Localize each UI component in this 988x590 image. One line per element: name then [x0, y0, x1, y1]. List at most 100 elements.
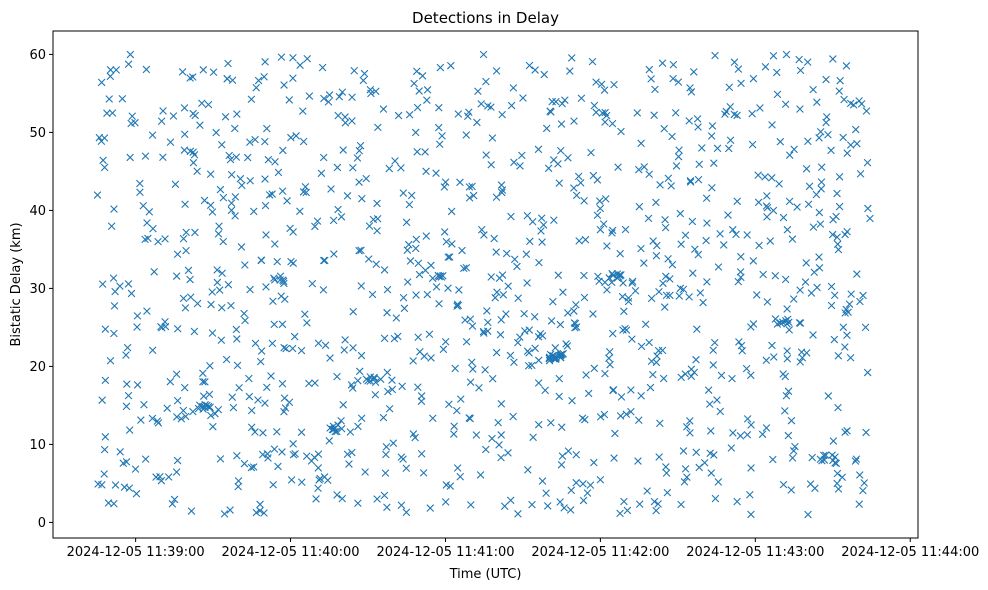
- data-point: [504, 282, 512, 290]
- data-point: [599, 220, 608, 228]
- data-point: [280, 343, 288, 352]
- data-point: [417, 450, 426, 458]
- y-tick-label: 60: [29, 48, 46, 63]
- data-point: [278, 187, 287, 195]
- data-point: [652, 251, 661, 260]
- data-point: [588, 57, 597, 66]
- data-point: [671, 109, 680, 117]
- data-point: [603, 286, 611, 294]
- data-point: [733, 197, 742, 206]
- data-point: [747, 421, 755, 429]
- data-point: [785, 197, 794, 206]
- data-point: [256, 500, 264, 509]
- data-point: [833, 189, 841, 198]
- data-point: [785, 326, 794, 334]
- data-point: [237, 243, 246, 251]
- data-point: [189, 407, 197, 416]
- data-point: [840, 95, 848, 104]
- data-point: [354, 499, 362, 508]
- data-point: [419, 469, 428, 477]
- data-point: [557, 460, 566, 469]
- data-point: [691, 245, 699, 254]
- data-point: [297, 428, 306, 437]
- data-point: [153, 417, 162, 425]
- data-point: [680, 478, 689, 486]
- data-point: [686, 429, 694, 437]
- data-point: [531, 66, 539, 74]
- data-point: [222, 355, 231, 364]
- data-point: [246, 138, 254, 146]
- x-tick-label: 2024-12-05 11:41:00: [376, 545, 514, 560]
- data-point: [693, 115, 702, 123]
- data-point: [654, 500, 662, 508]
- data-point: [338, 494, 347, 503]
- data-point: [796, 66, 805, 75]
- data-point: [402, 218, 411, 227]
- data-point: [677, 500, 685, 509]
- data-point: [519, 94, 527, 102]
- data-point: [339, 401, 348, 409]
- data-point: [621, 225, 630, 234]
- data-point: [846, 141, 855, 149]
- data-point: [427, 261, 435, 270]
- data-point: [128, 112, 137, 120]
- data-point: [827, 282, 836, 291]
- data-point: [263, 383, 271, 392]
- data-point: [297, 478, 306, 486]
- data-point: [446, 482, 455, 490]
- data-point: [207, 300, 215, 309]
- data-point: [133, 312, 142, 320]
- x-tick-label: 2024-12-05 11:44:00: [841, 545, 979, 560]
- data-point: [534, 420, 543, 429]
- data-point: [269, 297, 277, 306]
- data-point: [713, 396, 721, 404]
- y-axis-label: Bistatic Delay (km): [9, 222, 24, 346]
- data-point: [577, 94, 586, 103]
- data-point: [606, 360, 614, 369]
- data-point: [820, 456, 829, 464]
- data-point: [652, 358, 661, 367]
- data-point: [627, 407, 635, 416]
- data-point: [843, 227, 851, 236]
- data-point: [494, 418, 502, 427]
- data-point: [483, 327, 492, 335]
- data-point: [229, 403, 238, 412]
- data-point: [120, 483, 129, 491]
- data-point: [767, 174, 776, 182]
- data-point: [233, 361, 242, 370]
- data-point: [247, 423, 256, 432]
- data-point: [650, 497, 659, 506]
- data-point: [435, 140, 444, 149]
- data-point: [652, 198, 660, 207]
- data-point: [677, 373, 685, 382]
- data-point: [314, 484, 322, 493]
- data-point: [172, 468, 181, 476]
- data-point: [613, 274, 622, 282]
- data-point: [727, 444, 736, 452]
- data-point: [317, 169, 326, 178]
- data-point: [707, 132, 716, 140]
- data-point: [575, 237, 583, 245]
- data-point: [772, 68, 781, 77]
- data-point: [531, 344, 539, 353]
- data-point: [219, 237, 228, 246]
- data-point: [448, 240, 456, 248]
- chart-title: Detections in Delay: [412, 9, 559, 27]
- data-point: [763, 298, 772, 306]
- data-point: [234, 482, 242, 491]
- data-point: [838, 473, 847, 482]
- data-point: [667, 182, 675, 190]
- data-point: [273, 427, 281, 436]
- data-point: [217, 140, 226, 149]
- data-point: [320, 256, 329, 265]
- data-point: [286, 224, 294, 233]
- data-point: [754, 171, 762, 179]
- data-point: [810, 268, 819, 277]
- data-point: [403, 246, 412, 254]
- data-point: [661, 215, 669, 224]
- data-point: [830, 291, 839, 300]
- data-point: [173, 456, 182, 465]
- data-point: [199, 402, 207, 411]
- data-point: [413, 147, 421, 156]
- data-point: [738, 346, 747, 355]
